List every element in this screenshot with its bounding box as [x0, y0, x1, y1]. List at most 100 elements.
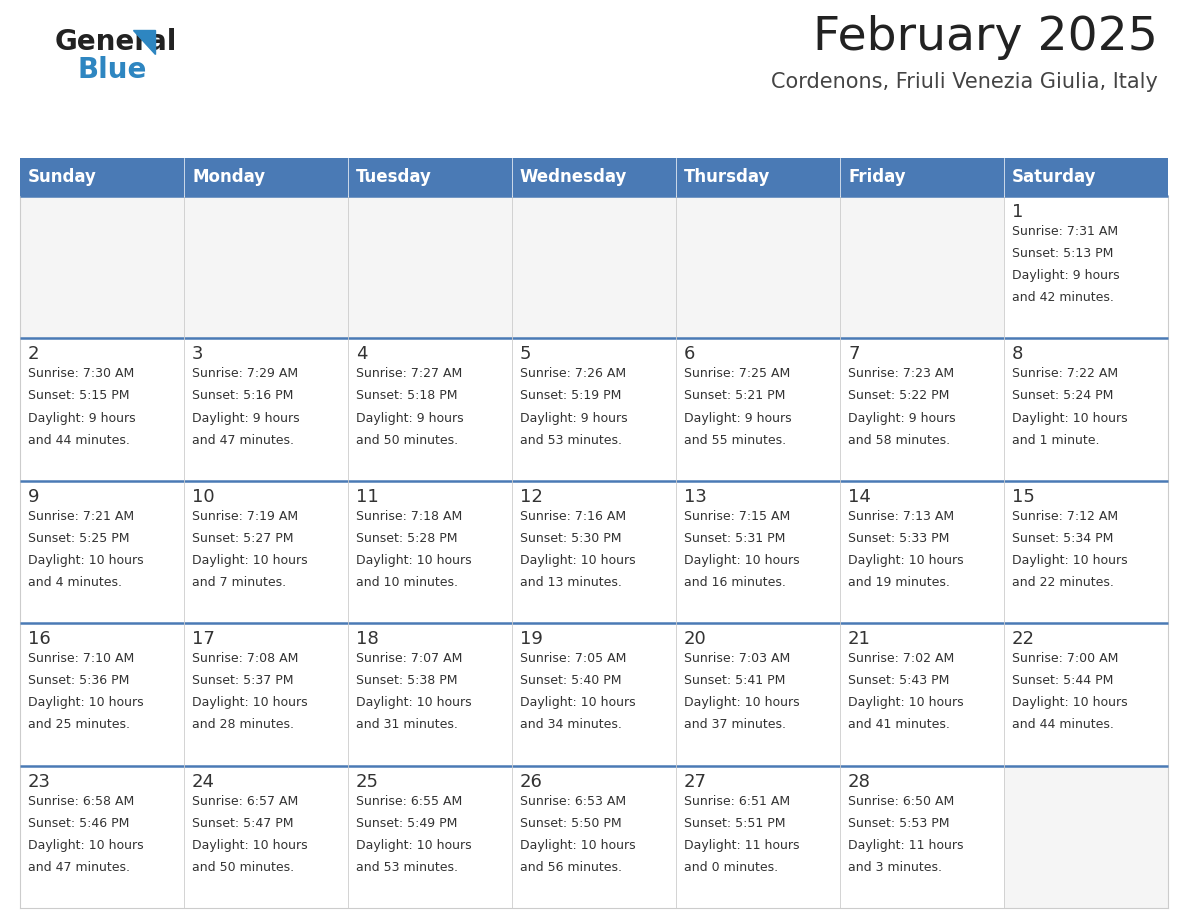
Text: and 0 minutes.: and 0 minutes. — [684, 861, 778, 874]
Text: Sunset: 5:41 PM: Sunset: 5:41 PM — [684, 675, 785, 688]
Text: and 7 minutes.: and 7 minutes. — [192, 576, 286, 589]
Text: 20: 20 — [684, 630, 707, 648]
Text: Sunrise: 6:57 AM: Sunrise: 6:57 AM — [192, 795, 298, 808]
Text: Sunset: 5:40 PM: Sunset: 5:40 PM — [520, 675, 621, 688]
Text: Sunrise: 7:27 AM: Sunrise: 7:27 AM — [356, 367, 462, 380]
Text: Sunrise: 7:25 AM: Sunrise: 7:25 AM — [684, 367, 790, 380]
Text: Sunset: 5:24 PM: Sunset: 5:24 PM — [1012, 389, 1113, 402]
Text: Daylight: 10 hours: Daylight: 10 hours — [192, 839, 308, 852]
Text: Daylight: 9 hours: Daylight: 9 hours — [1012, 269, 1119, 282]
Bar — [512, 158, 676, 196]
Text: 8: 8 — [1012, 345, 1023, 364]
Bar — [512, 766, 676, 908]
Text: and 53 minutes.: and 53 minutes. — [520, 433, 623, 447]
Text: Blue: Blue — [77, 56, 146, 84]
Text: and 56 minutes.: and 56 minutes. — [520, 861, 623, 874]
Bar — [512, 623, 676, 766]
Bar — [1004, 196, 1168, 339]
Text: Monday: Monday — [192, 168, 265, 186]
Text: Daylight: 10 hours: Daylight: 10 hours — [520, 839, 636, 852]
Bar — [512, 481, 676, 623]
Text: 22: 22 — [1012, 630, 1035, 648]
Text: Tuesday: Tuesday — [356, 168, 432, 186]
Text: Sunrise: 6:55 AM: Sunrise: 6:55 AM — [356, 795, 462, 808]
Bar — [348, 158, 512, 196]
Text: Sunrise: 7:31 AM: Sunrise: 7:31 AM — [1012, 225, 1118, 238]
Text: 1: 1 — [1012, 203, 1023, 221]
Bar — [184, 158, 348, 196]
Text: Sunset: 5:16 PM: Sunset: 5:16 PM — [192, 389, 293, 402]
Text: and 50 minutes.: and 50 minutes. — [356, 433, 459, 447]
Bar — [840, 158, 1004, 196]
Text: Sunrise: 7:03 AM: Sunrise: 7:03 AM — [684, 652, 790, 666]
Text: Daylight: 10 hours: Daylight: 10 hours — [29, 554, 144, 567]
Text: and 4 minutes.: and 4 minutes. — [29, 576, 122, 589]
Text: Sunrise: 7:18 AM: Sunrise: 7:18 AM — [356, 509, 462, 522]
Bar — [512, 339, 676, 481]
Text: Daylight: 10 hours: Daylight: 10 hours — [29, 839, 144, 852]
Text: Daylight: 10 hours: Daylight: 10 hours — [848, 554, 963, 567]
Text: and 50 minutes.: and 50 minutes. — [192, 861, 295, 874]
Bar — [184, 623, 348, 766]
Text: 11: 11 — [356, 487, 379, 506]
Text: Daylight: 10 hours: Daylight: 10 hours — [192, 554, 308, 567]
Text: Sunrise: 7:13 AM: Sunrise: 7:13 AM — [848, 509, 954, 522]
Text: 13: 13 — [684, 487, 707, 506]
Text: Sunset: 5:19 PM: Sunset: 5:19 PM — [520, 389, 621, 402]
Text: Sunset: 5:28 PM: Sunset: 5:28 PM — [356, 532, 457, 545]
Text: Sunrise: 7:16 AM: Sunrise: 7:16 AM — [520, 509, 626, 522]
Text: 28: 28 — [848, 773, 871, 790]
Text: Sunset: 5:49 PM: Sunset: 5:49 PM — [356, 817, 457, 830]
Bar — [20, 339, 184, 481]
Bar — [512, 196, 676, 339]
Text: Daylight: 10 hours: Daylight: 10 hours — [684, 554, 800, 567]
Bar — [676, 196, 840, 339]
Bar — [20, 623, 184, 766]
Text: Sunrise: 6:51 AM: Sunrise: 6:51 AM — [684, 795, 790, 808]
Text: Daylight: 9 hours: Daylight: 9 hours — [684, 411, 791, 424]
Text: Sunrise: 7:19 AM: Sunrise: 7:19 AM — [192, 509, 298, 522]
Text: Sunset: 5:47 PM: Sunset: 5:47 PM — [192, 817, 293, 830]
Text: Daylight: 10 hours: Daylight: 10 hours — [1012, 411, 1127, 424]
Bar — [184, 481, 348, 623]
Text: Sunset: 5:15 PM: Sunset: 5:15 PM — [29, 389, 129, 402]
Text: and 47 minutes.: and 47 minutes. — [29, 861, 129, 874]
Text: Sunrise: 7:29 AM: Sunrise: 7:29 AM — [192, 367, 298, 380]
Text: and 3 minutes.: and 3 minutes. — [848, 861, 942, 874]
Text: Wednesday: Wednesday — [520, 168, 627, 186]
Text: and 22 minutes.: and 22 minutes. — [1012, 576, 1114, 589]
Bar — [840, 339, 1004, 481]
Bar — [1004, 623, 1168, 766]
Text: Sunset: 5:36 PM: Sunset: 5:36 PM — [29, 675, 129, 688]
Bar — [20, 481, 184, 623]
Text: and 28 minutes.: and 28 minutes. — [192, 719, 293, 732]
Bar — [348, 196, 512, 339]
Text: Daylight: 9 hours: Daylight: 9 hours — [356, 411, 463, 424]
Text: and 42 minutes.: and 42 minutes. — [1012, 291, 1114, 304]
Text: Sunrise: 7:10 AM: Sunrise: 7:10 AM — [29, 652, 134, 666]
Text: and 19 minutes.: and 19 minutes. — [848, 576, 950, 589]
Text: Sunset: 5:38 PM: Sunset: 5:38 PM — [356, 675, 457, 688]
Text: Sunset: 5:21 PM: Sunset: 5:21 PM — [684, 389, 785, 402]
Text: 15: 15 — [1012, 487, 1035, 506]
Text: 2: 2 — [29, 345, 39, 364]
Text: 21: 21 — [848, 630, 871, 648]
Text: 6: 6 — [684, 345, 695, 364]
Text: Sunset: 5:34 PM: Sunset: 5:34 PM — [1012, 532, 1113, 545]
Text: and 55 minutes.: and 55 minutes. — [684, 433, 786, 447]
Text: Sunset: 5:31 PM: Sunset: 5:31 PM — [684, 532, 785, 545]
Bar — [676, 339, 840, 481]
Text: Sunrise: 7:05 AM: Sunrise: 7:05 AM — [520, 652, 626, 666]
Text: and 58 minutes.: and 58 minutes. — [848, 433, 950, 447]
Text: Sunset: 5:53 PM: Sunset: 5:53 PM — [848, 817, 949, 830]
Text: Sunset: 5:27 PM: Sunset: 5:27 PM — [192, 532, 293, 545]
Text: Daylight: 10 hours: Daylight: 10 hours — [356, 839, 472, 852]
Text: Sunrise: 6:53 AM: Sunrise: 6:53 AM — [520, 795, 626, 808]
Text: Daylight: 10 hours: Daylight: 10 hours — [1012, 697, 1127, 710]
Text: Sunset: 5:50 PM: Sunset: 5:50 PM — [520, 817, 621, 830]
Text: and 25 minutes.: and 25 minutes. — [29, 719, 129, 732]
Text: and 37 minutes.: and 37 minutes. — [684, 719, 786, 732]
Text: and 53 minutes.: and 53 minutes. — [356, 861, 459, 874]
Bar — [840, 481, 1004, 623]
Text: Daylight: 10 hours: Daylight: 10 hours — [192, 697, 308, 710]
